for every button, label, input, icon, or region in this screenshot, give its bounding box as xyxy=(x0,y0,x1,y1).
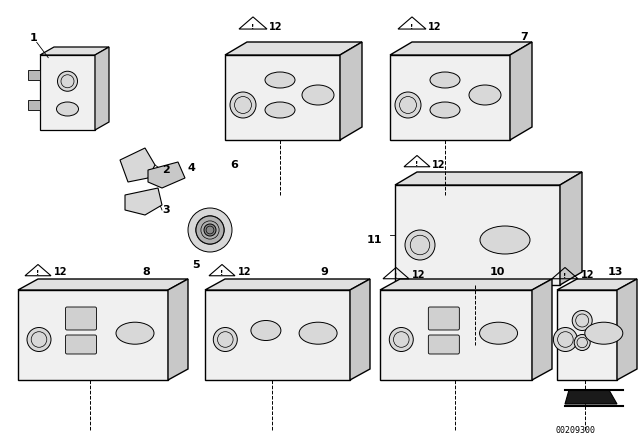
Polygon shape xyxy=(350,279,370,380)
Text: 6: 6 xyxy=(230,160,238,170)
Text: 10: 10 xyxy=(490,267,506,277)
Ellipse shape xyxy=(430,72,460,88)
Text: 13: 13 xyxy=(608,267,623,277)
Text: 12: 12 xyxy=(581,270,595,280)
Polygon shape xyxy=(205,279,370,290)
Text: !: ! xyxy=(36,271,40,276)
FancyBboxPatch shape xyxy=(65,307,97,330)
Ellipse shape xyxy=(480,226,530,254)
Text: 12: 12 xyxy=(269,22,282,32)
Polygon shape xyxy=(390,55,510,140)
Text: 9: 9 xyxy=(320,267,328,277)
Polygon shape xyxy=(18,290,168,380)
Text: !: ! xyxy=(563,273,566,280)
Ellipse shape xyxy=(251,320,281,340)
Text: 00209300: 00209300 xyxy=(555,426,595,435)
Circle shape xyxy=(554,327,577,352)
Polygon shape xyxy=(560,172,582,285)
Polygon shape xyxy=(18,279,188,290)
Ellipse shape xyxy=(265,102,295,118)
Ellipse shape xyxy=(430,102,460,118)
Polygon shape xyxy=(225,55,340,140)
Polygon shape xyxy=(617,279,637,380)
Ellipse shape xyxy=(469,85,501,105)
Ellipse shape xyxy=(116,322,154,344)
Polygon shape xyxy=(532,279,552,380)
Text: 12: 12 xyxy=(412,270,426,280)
Circle shape xyxy=(27,327,51,352)
Circle shape xyxy=(213,327,237,352)
Bar xyxy=(28,70,40,80)
Polygon shape xyxy=(95,47,109,130)
Text: 2: 2 xyxy=(162,165,170,175)
Text: !: ! xyxy=(220,271,223,276)
Ellipse shape xyxy=(585,322,623,344)
Text: 12: 12 xyxy=(432,160,445,170)
Polygon shape xyxy=(557,279,637,290)
Polygon shape xyxy=(565,390,617,404)
Polygon shape xyxy=(205,290,350,380)
Ellipse shape xyxy=(265,72,295,88)
FancyBboxPatch shape xyxy=(428,335,460,354)
Text: !: ! xyxy=(410,23,413,30)
Polygon shape xyxy=(40,55,95,130)
Text: 4: 4 xyxy=(188,163,196,173)
Polygon shape xyxy=(390,42,532,55)
Ellipse shape xyxy=(56,102,79,116)
Polygon shape xyxy=(380,279,552,290)
Ellipse shape xyxy=(299,322,337,344)
Polygon shape xyxy=(225,42,362,55)
Ellipse shape xyxy=(302,85,334,105)
Text: 12: 12 xyxy=(238,267,252,277)
Ellipse shape xyxy=(479,322,518,344)
Circle shape xyxy=(389,327,413,352)
Circle shape xyxy=(395,92,421,118)
Bar xyxy=(28,100,40,110)
Text: 7: 7 xyxy=(520,32,528,42)
Circle shape xyxy=(230,92,256,118)
Text: 1: 1 xyxy=(30,33,38,43)
Text: 12: 12 xyxy=(428,22,442,32)
Polygon shape xyxy=(510,42,532,140)
Circle shape xyxy=(405,230,435,260)
Polygon shape xyxy=(148,162,185,188)
Circle shape xyxy=(572,310,592,331)
Circle shape xyxy=(574,335,590,350)
Polygon shape xyxy=(40,47,109,55)
Polygon shape xyxy=(340,42,362,140)
Text: !: ! xyxy=(394,273,397,280)
Text: !: ! xyxy=(252,23,255,30)
Polygon shape xyxy=(557,290,617,380)
Circle shape xyxy=(196,216,224,244)
Text: 12: 12 xyxy=(54,267,67,277)
Polygon shape xyxy=(120,148,155,182)
Text: 5: 5 xyxy=(192,260,200,270)
Polygon shape xyxy=(395,172,582,185)
Circle shape xyxy=(58,71,77,91)
Polygon shape xyxy=(395,185,560,285)
FancyBboxPatch shape xyxy=(65,335,97,354)
Circle shape xyxy=(204,224,216,236)
FancyBboxPatch shape xyxy=(428,307,460,330)
Polygon shape xyxy=(380,290,532,380)
Text: 3: 3 xyxy=(162,205,170,215)
Text: 8: 8 xyxy=(142,267,150,277)
Text: 11: 11 xyxy=(367,235,383,245)
Circle shape xyxy=(188,208,232,252)
Text: !: ! xyxy=(415,161,419,168)
Polygon shape xyxy=(168,279,188,380)
Polygon shape xyxy=(125,188,162,215)
